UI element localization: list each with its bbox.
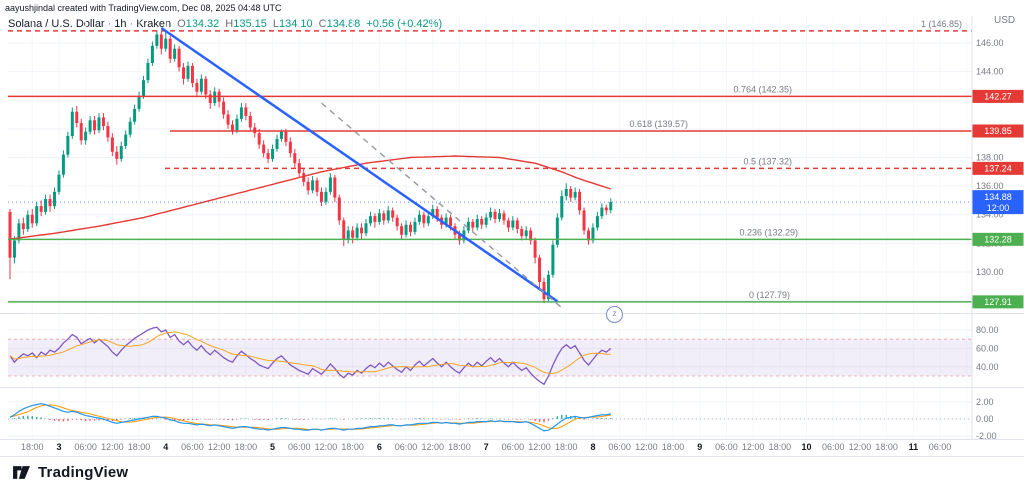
svg-text:0.236 (132.29): 0.236 (132.29) bbox=[739, 227, 798, 237]
low-label: L bbox=[272, 18, 280, 30]
svg-text:6: 6 bbox=[377, 442, 382, 452]
close-label: C bbox=[318, 18, 327, 30]
svg-text:5: 5 bbox=[270, 442, 275, 452]
svg-text:10: 10 bbox=[802, 442, 812, 452]
svg-text:134.88: 134.88 bbox=[984, 192, 1012, 202]
svg-text:134.00: 134.00 bbox=[976, 210, 1004, 220]
svg-text:06:00: 06:00 bbox=[715, 442, 738, 452]
svg-text:18:00: 18:00 bbox=[769, 442, 792, 452]
moving-average-line bbox=[9, 155, 612, 240]
rsi-indicator bbox=[9, 326, 612, 386]
svg-text:2.00: 2.00 bbox=[976, 397, 994, 407]
svg-text:0.00: 0.00 bbox=[976, 414, 994, 424]
tradingview-logo-icon[interactable] bbox=[12, 465, 31, 480]
pane-separators bbox=[0, 16, 1024, 440]
attribution-text: aayushjindal created with TradingView.co… bbox=[5, 3, 282, 13]
footer-bar: TradingView bbox=[0, 456, 1024, 488]
svg-text:06:00: 06:00 bbox=[395, 442, 418, 452]
svg-text:18:00: 18:00 bbox=[341, 442, 364, 452]
svg-text:18:00: 18:00 bbox=[555, 442, 578, 452]
svg-text:144.00: 144.00 bbox=[976, 67, 1004, 77]
svg-text:142.27: 142.27 bbox=[984, 91, 1012, 101]
interval-label[interactable]: 1h bbox=[114, 18, 127, 30]
svg-text:40.00: 40.00 bbox=[976, 362, 999, 372]
legend-separator: · bbox=[107, 18, 112, 30]
svg-text:12:00: 12:00 bbox=[421, 442, 444, 452]
svg-text:12:00: 12:00 bbox=[849, 442, 872, 452]
svg-text:7: 7 bbox=[484, 442, 489, 452]
svg-text:12:00: 12:00 bbox=[528, 442, 551, 452]
svg-text:146.00: 146.00 bbox=[976, 38, 1004, 48]
svg-text:9: 9 bbox=[697, 442, 702, 452]
svg-text:0.764 (142.35): 0.764 (142.35) bbox=[733, 84, 792, 94]
svg-text:18:00: 18:00 bbox=[662, 442, 685, 452]
svg-text:12:00: 12:00 bbox=[208, 442, 231, 452]
svg-text:12:00: 12:00 bbox=[101, 442, 124, 452]
svg-text:12:00: 12:00 bbox=[742, 442, 765, 452]
svg-text:139.85: 139.85 bbox=[984, 126, 1012, 136]
close-value: 134.88 bbox=[326, 18, 361, 30]
svg-text:127.91: 127.91 bbox=[984, 297, 1012, 307]
svg-text:18:00: 18:00 bbox=[235, 442, 258, 452]
candlestick-series bbox=[8, 30, 613, 304]
svg-text:130.00: 130.00 bbox=[976, 267, 1004, 277]
legend-separator: · bbox=[129, 18, 134, 30]
fib-levels: 1 (146.85) 0.764 (142.35) 0.618 (139.57) 0.… bbox=[8, 19, 972, 303]
svg-text:18:00: 18:00 bbox=[448, 442, 471, 452]
svg-text:80.00: 80.00 bbox=[976, 325, 999, 335]
svg-text:18:00: 18:00 bbox=[128, 442, 151, 452]
high-value: 135.15 bbox=[233, 18, 267, 30]
svg-text:1 (146.85): 1 (146.85) bbox=[921, 19, 962, 29]
svg-text:137.24: 137.24 bbox=[984, 163, 1012, 173]
svg-text:18:00: 18:00 bbox=[21, 442, 44, 452]
svg-text:0 (127.79): 0 (127.79) bbox=[749, 290, 790, 300]
svg-text:3: 3 bbox=[56, 442, 61, 452]
change-value: +0.56 (+0.42%) bbox=[366, 18, 443, 30]
svg-text:06:00: 06:00 bbox=[608, 442, 631, 452]
svg-text:12:00: 12:00 bbox=[987, 203, 1010, 213]
svg-text:06:00: 06:00 bbox=[74, 442, 97, 452]
svg-text:06:00: 06:00 bbox=[181, 442, 204, 452]
exchange-label[interactable]: Kraken bbox=[136, 18, 172, 30]
time-axis[interactable]: 18:00 3 06:00 12:00 18:00 4 06:00 12:00 18:00 5 06… bbox=[21, 442, 951, 452]
tradingview-brand[interactable]: TradingView bbox=[38, 464, 129, 481]
svg-text:11: 11 bbox=[909, 442, 919, 452]
svg-text:4: 4 bbox=[163, 442, 168, 452]
svg-text:-2.00: -2.00 bbox=[976, 431, 997, 441]
svg-text:0.5 (137.32): 0.5 (137.32) bbox=[743, 156, 792, 166]
svg-text:06:00: 06:00 bbox=[929, 442, 952, 452]
currency-label[interactable]: USD bbox=[994, 15, 1016, 26]
sleep-sticker-icon[interactable]: z bbox=[606, 306, 623, 323]
svg-text:18:00: 18:00 bbox=[875, 442, 898, 452]
price-chart-canvas[interactable]: 1 (146.85) 0.764 (142.35) 0.618 (139.57) 0.… bbox=[0, 16, 1024, 456]
svg-text:06:00: 06:00 bbox=[502, 442, 525, 452]
svg-text:0.618 (139.57): 0.618 (139.57) bbox=[629, 119, 688, 129]
svg-text:8: 8 bbox=[590, 442, 595, 452]
svg-text:132.28: 132.28 bbox=[984, 234, 1012, 244]
svg-text:06:00: 06:00 bbox=[822, 442, 845, 452]
svg-text:12:00: 12:00 bbox=[635, 442, 658, 452]
svg-text:138.00: 138.00 bbox=[976, 152, 1004, 162]
svg-text:06:00: 06:00 bbox=[288, 442, 311, 452]
price-axis-badges: 142.27 139.85 137.24 132.28 127.91 134.8812:0… bbox=[972, 89, 1024, 309]
open-value: 134.32 bbox=[185, 18, 220, 30]
svg-text:60.00: 60.00 bbox=[976, 343, 999, 353]
svg-text:12:00: 12:00 bbox=[315, 442, 338, 452]
grid-lines bbox=[8, 16, 972, 439]
high-label: H bbox=[225, 18, 234, 30]
svg-text:136.00: 136.00 bbox=[976, 181, 1004, 191]
open-label: O bbox=[177, 18, 186, 30]
low-value: 134.10 bbox=[279, 18, 313, 30]
momentum-indicator bbox=[8, 403, 972, 432]
trendlines bbox=[160, 26, 563, 309]
